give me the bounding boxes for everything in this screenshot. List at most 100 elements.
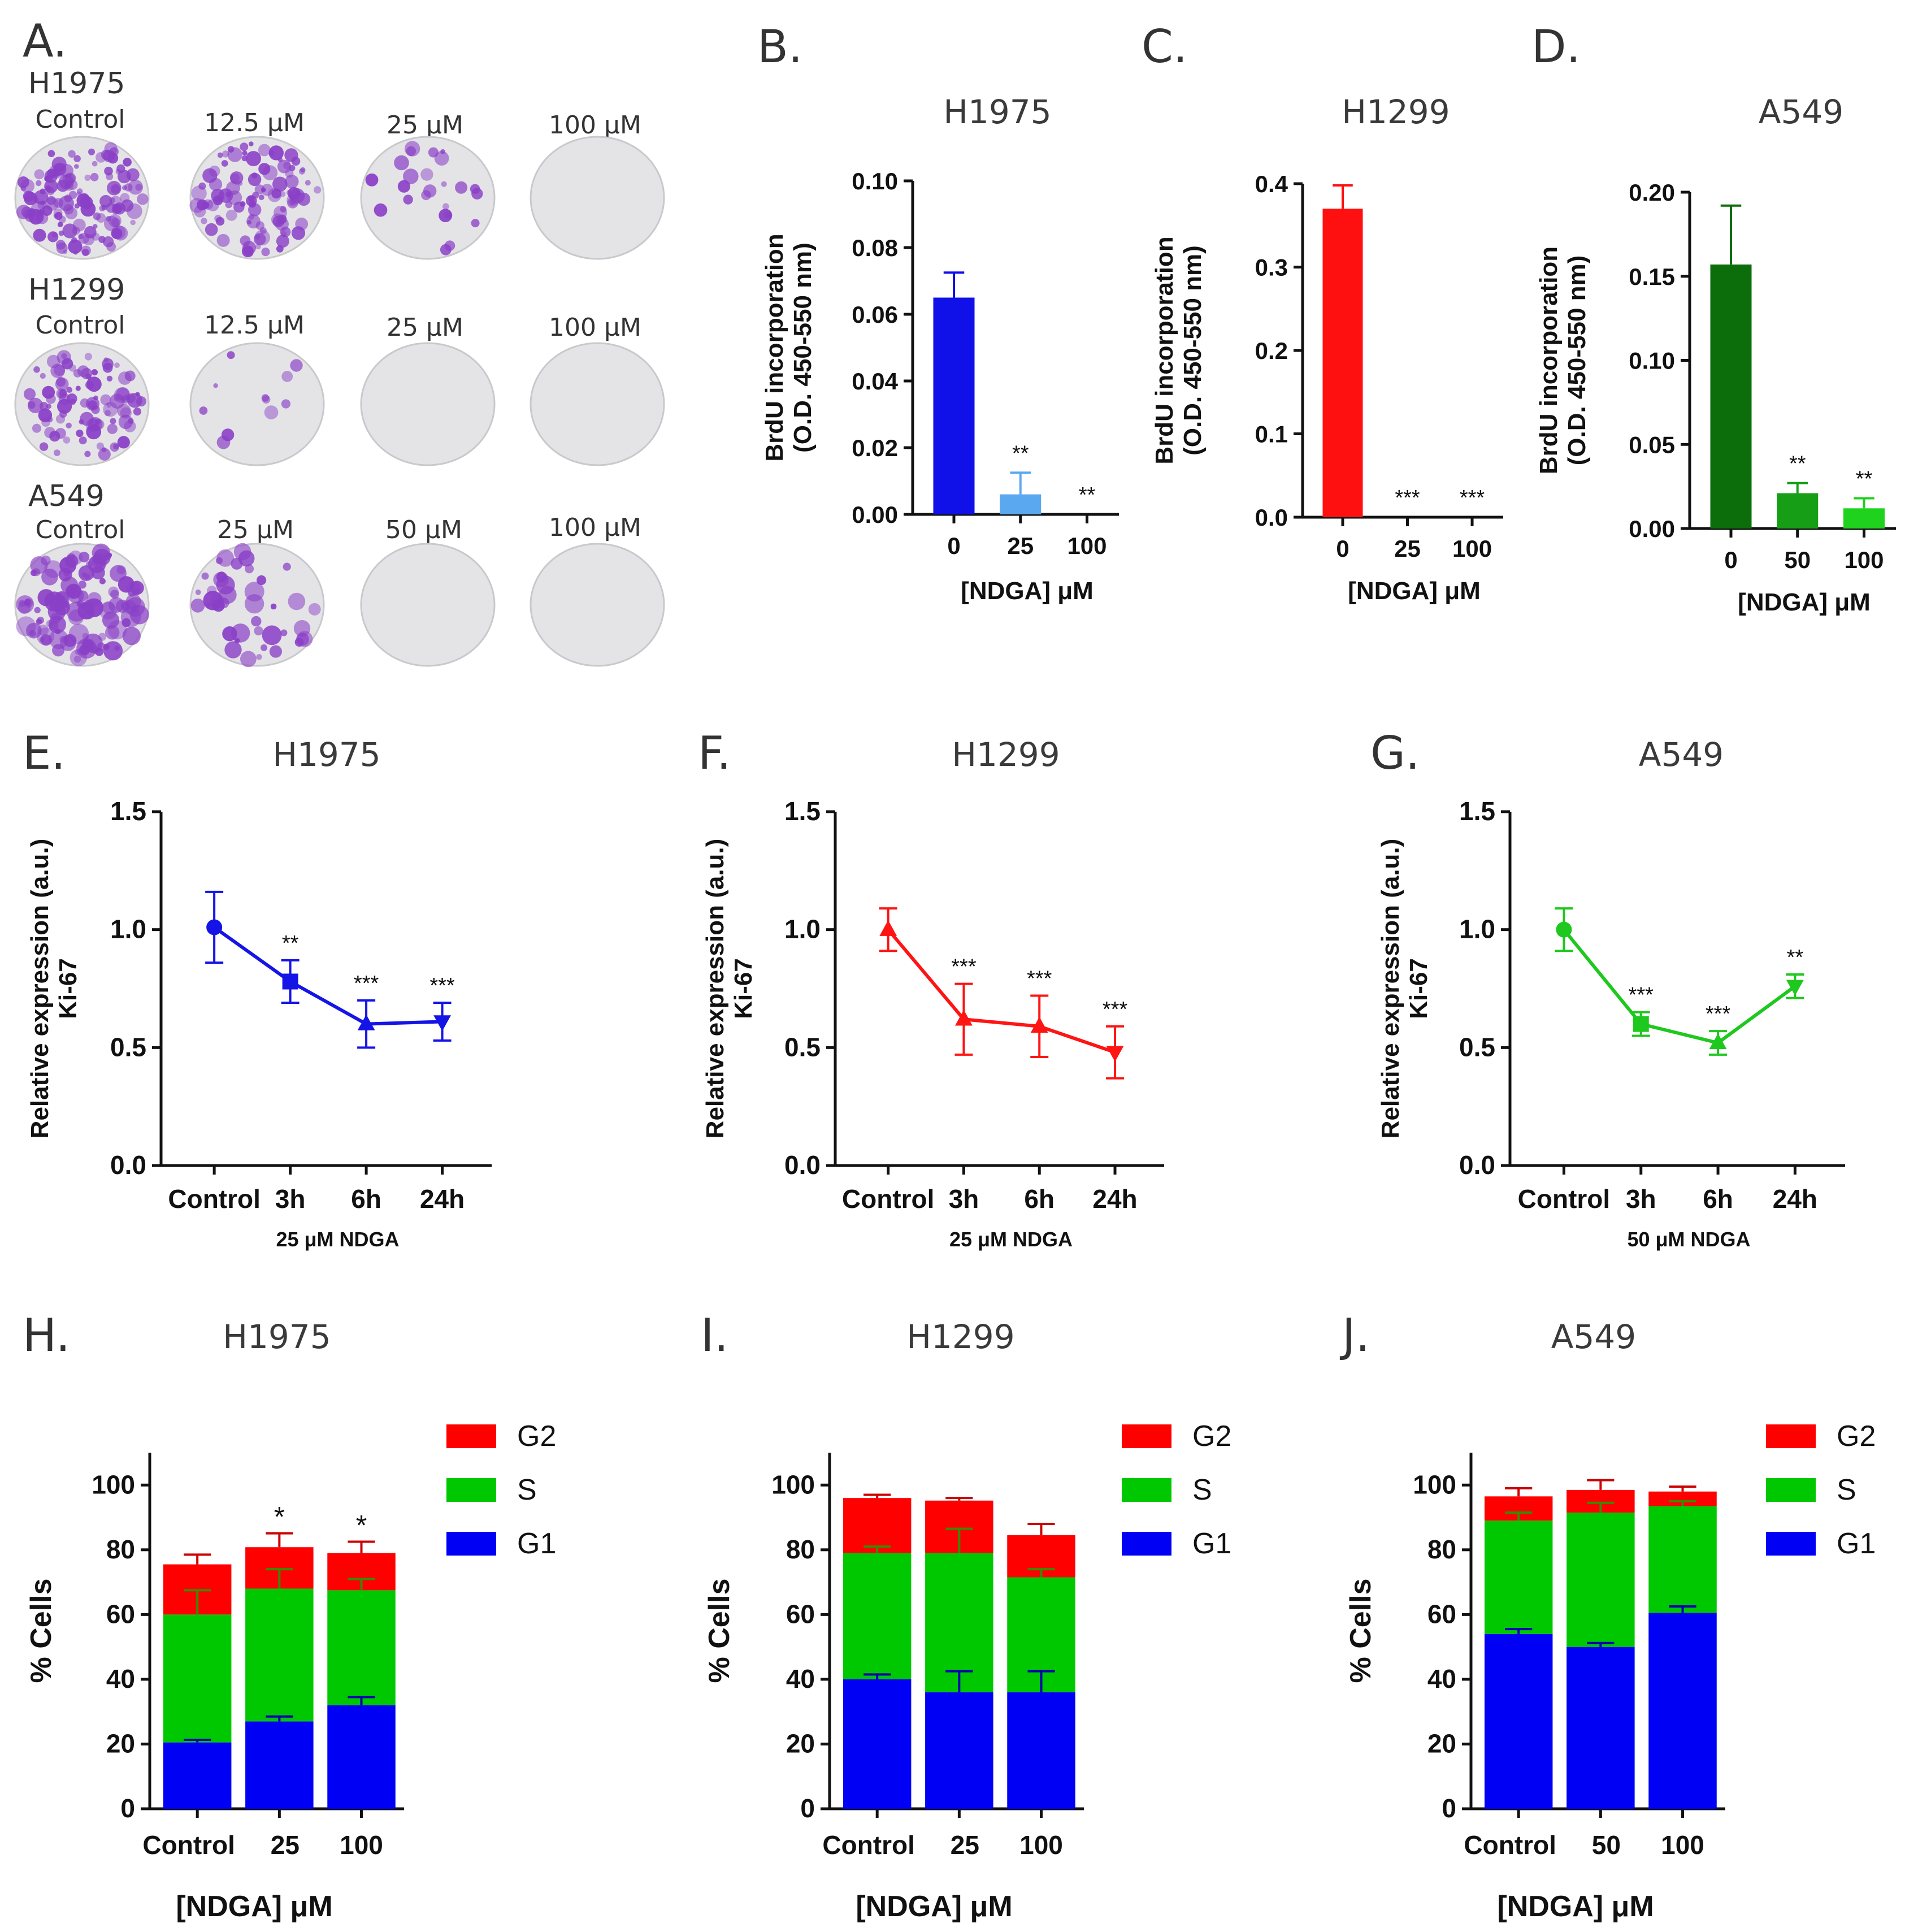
bar-segment-g2 — [843, 1498, 912, 1553]
colony — [66, 387, 72, 393]
colony — [206, 603, 211, 608]
y-axis-title-line2: (O.D. 450-550 nm) — [789, 242, 817, 453]
colony — [209, 165, 220, 177]
colony — [93, 224, 98, 229]
culture-dish — [360, 342, 496, 466]
colony — [130, 219, 136, 226]
colony — [224, 641, 242, 659]
y-tick-label: 0.10 — [852, 168, 898, 194]
bar-segment-g1 — [1648, 1613, 1717, 1809]
x-tick-label: 0 — [1724, 547, 1737, 573]
culture-dish — [189, 342, 325, 466]
legend-label: G1 — [1837, 1527, 1876, 1560]
x-axis-title: 50 μM NDGA — [1627, 1228, 1750, 1251]
colony — [33, 366, 40, 373]
colony — [54, 599, 70, 616]
y-tick-label: 0.10 — [1629, 348, 1675, 374]
colony — [34, 169, 45, 180]
colony — [284, 148, 298, 162]
colony — [254, 626, 263, 636]
bar — [1322, 209, 1363, 517]
colony — [305, 180, 311, 186]
chart-title: A549 — [1639, 735, 1724, 774]
colony — [295, 217, 309, 231]
colony — [55, 414, 66, 424]
colony — [106, 202, 116, 213]
legend: G2 S G1 — [1122, 1420, 1231, 1560]
colony — [77, 365, 89, 378]
y-tick-label: 1.5 — [1459, 796, 1495, 826]
y-axis-title-line2: Ki-67 — [54, 958, 82, 1019]
bar-segment-g1 — [1566, 1647, 1635, 1809]
bar-segment-g1 — [245, 1721, 314, 1809]
colony — [258, 144, 271, 157]
colony — [289, 164, 296, 171]
x-tick-label: Control — [822, 1830, 915, 1860]
y-tick-label: 0.00 — [852, 501, 898, 528]
y-tick-label: 0.5 — [784, 1032, 821, 1062]
bar — [933, 297, 975, 514]
y-tick-label: 20 — [786, 1729, 815, 1758]
colony — [269, 645, 282, 658]
colony — [406, 146, 416, 157]
colony — [261, 644, 268, 651]
bar-segment-g1 — [1007, 1692, 1075, 1809]
colony — [296, 190, 301, 196]
colony — [246, 151, 261, 167]
y-axis-title: % Cells — [703, 1579, 736, 1683]
y-tick-label: 0.06 — [852, 301, 898, 328]
bar-segment-s — [1648, 1506, 1717, 1613]
dish-label: 12.5 μM — [204, 109, 305, 137]
x-tick-label: 6h — [351, 1184, 381, 1214]
x-tick-label: 24h — [1092, 1184, 1137, 1214]
y-tick-label: 1.0 — [110, 915, 146, 944]
significance-label: *** — [951, 955, 977, 979]
colony — [44, 179, 58, 193]
colony — [209, 177, 223, 191]
significance-label: *** — [1460, 486, 1485, 510]
colony — [92, 543, 111, 562]
significance-label: ** — [1789, 452, 1806, 476]
colony — [44, 427, 56, 439]
chart-title: H1975 — [272, 735, 380, 774]
colony — [441, 181, 447, 187]
y-axis-title: Relative expression (a.u.) — [26, 839, 54, 1139]
colony — [137, 193, 149, 205]
colony — [126, 203, 142, 219]
colony — [285, 175, 299, 189]
significance-label: *** — [1395, 486, 1420, 510]
legend-label: G2 — [517, 1420, 556, 1453]
data-point — [1633, 1016, 1649, 1032]
y-tick-label: 40 — [786, 1664, 815, 1693]
colony — [128, 418, 134, 424]
x-axis-title: [NDGA] μM — [1348, 577, 1481, 605]
colony — [40, 372, 46, 379]
y-tick-label: 0.02 — [852, 435, 898, 461]
legend-label: G2 — [1192, 1420, 1231, 1453]
colony — [105, 410, 111, 417]
colony — [121, 618, 131, 627]
x-tick-label: 25 — [1394, 535, 1421, 562]
colony — [29, 630, 36, 637]
colony — [219, 586, 237, 604]
colony — [84, 353, 93, 361]
colony — [84, 174, 91, 181]
colony — [55, 377, 69, 391]
colony — [62, 223, 77, 239]
colony — [75, 385, 81, 391]
significance-label: ** — [1787, 946, 1804, 969]
colony — [79, 436, 87, 445]
bar-segment-s — [843, 1553, 912, 1679]
legend-swatch — [1766, 1424, 1816, 1448]
significance-label: ** — [1856, 467, 1873, 491]
colony — [59, 174, 74, 189]
colony — [55, 240, 66, 250]
chart-title: H1299 — [1342, 93, 1450, 131]
y-tick-label: 80 — [786, 1535, 815, 1564]
colony — [240, 651, 257, 668]
colony — [217, 152, 223, 158]
panel-letter-a: A. — [23, 15, 67, 67]
colony — [80, 411, 94, 426]
chart-title: A549 — [1551, 1318, 1636, 1356]
